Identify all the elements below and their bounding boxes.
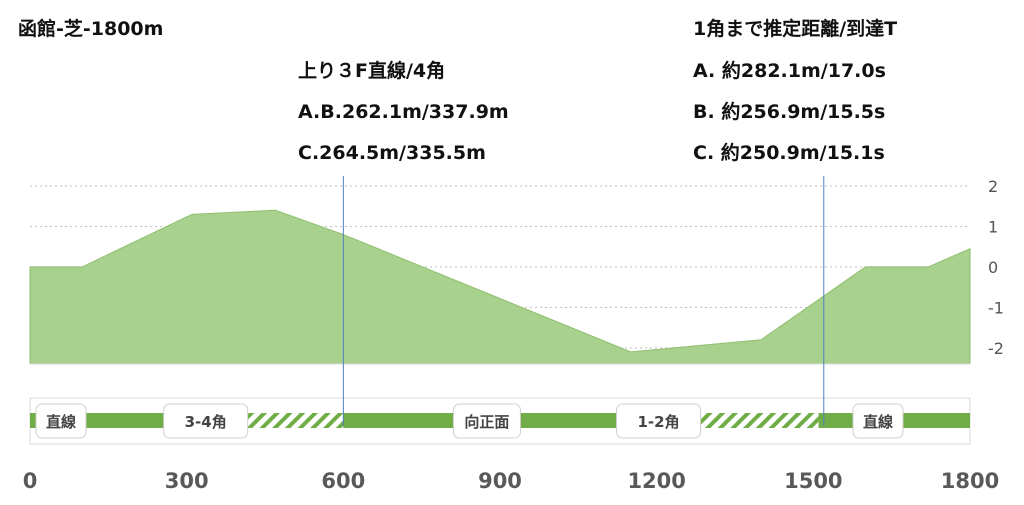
right-annotation-line: A. 約282.1m/17.0s [693, 60, 886, 82]
chart-title: 函館-芝-1800m [18, 18, 164, 40]
y-tick-label: -2 [988, 339, 1004, 358]
y-tick-label: 2 [988, 177, 998, 196]
left-annotation-heading: 上り３F直線/4角 [298, 60, 446, 82]
left-annotation-line: A.B.262.1m/337.9m [298, 101, 509, 123]
x-tick-label: 1500 [784, 469, 842, 493]
left-annotation-line: C.264.5m/335.5m [298, 142, 486, 164]
x-tick-label: 1800 [941, 469, 999, 493]
y-tick-label: 0 [988, 258, 998, 277]
y-tick-label: -1 [988, 298, 1004, 317]
right-annotation-heading: 1角まで推定距離/到達T [693, 18, 898, 40]
x-tick-label: 300 [165, 469, 209, 493]
segment-label: 向正面 [464, 413, 509, 431]
elevation-area [29, 209, 971, 365]
x-tick-label: 1200 [627, 469, 685, 493]
segment-label-box [616, 403, 702, 439]
segment-label: 直線 [46, 413, 76, 431]
segment-label-box [163, 403, 249, 439]
x-tick-label: 600 [321, 469, 365, 493]
segment-label-box [852, 403, 904, 439]
segment-label-box [35, 403, 87, 439]
segment-label: 直線 [863, 413, 893, 431]
x-tick-label: 900 [478, 469, 522, 493]
right-annotation-line: B. 約256.9m/15.5s [693, 101, 886, 123]
right-annotation-line: C. 約250.9m/15.1s [693, 142, 885, 164]
y-tick-label: 1 [988, 217, 998, 236]
x-tick-label: 0 [23, 469, 38, 493]
segment-label: 3-4角 [185, 413, 227, 431]
segment-label-box [452, 403, 521, 439]
segment-label: 1-2角 [638, 413, 680, 431]
